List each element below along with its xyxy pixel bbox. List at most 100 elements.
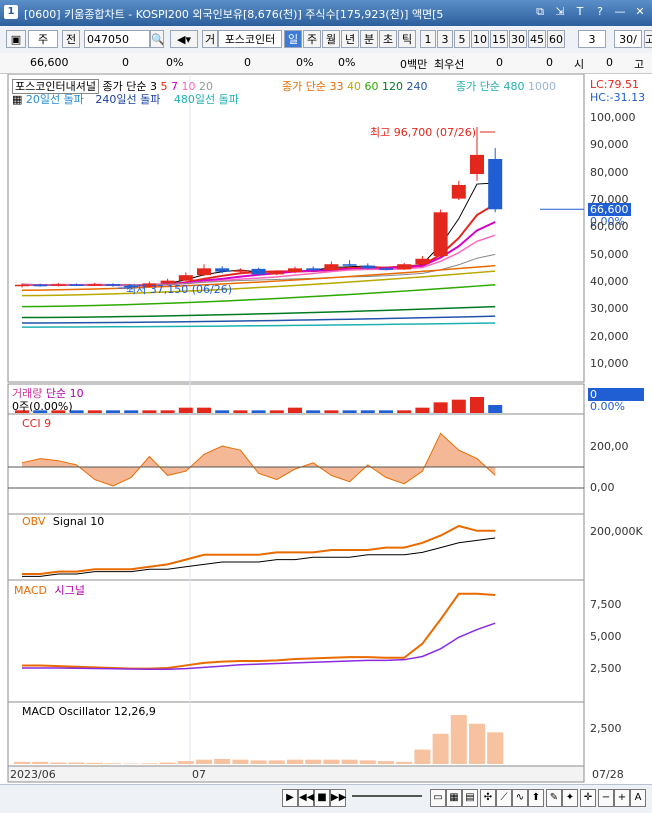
volume-bar <box>233 410 247 413</box>
minute-button[interactable]: 10 <box>471 30 489 48</box>
sound-icon[interactable]: ◀▾ <box>170 30 198 48</box>
trendline-icon[interactable]: ⟋ <box>496 789 512 807</box>
candle-body <box>361 266 375 269</box>
minute-button[interactable]: 1 <box>420 30 436 48</box>
zoom-slider[interactable] <box>352 795 422 797</box>
info-si-label: 시 <box>574 56 584 72</box>
volume-bar <box>106 410 120 413</box>
text-tool-icon[interactable]: A <box>630 789 646 807</box>
pencil-icon[interactable]: ✎ <box>546 789 562 807</box>
period-button[interactable]: 틱 <box>398 30 416 48</box>
price-legend-4[interactable]: ▦ 20일선 돌파 240일선 돌파 480일선 돌파 <box>12 91 239 107</box>
period-button[interactable]: 초 <box>379 30 397 48</box>
price-axis-tick: 50,000 <box>590 248 629 261</box>
minute-button[interactable]: 3 <box>437 30 453 48</box>
window-number: 1 <box>4 5 18 19</box>
range-input[interactable]: 30/ <box>614 30 642 48</box>
macd-tick-2500: 2,500 <box>590 662 622 675</box>
period-button[interactable]: 월 <box>322 30 340 48</box>
link-button[interactable]: 거 <box>202 30 218 48</box>
arrow-icon[interactable]: ⬆ <box>528 789 544 807</box>
pin-icon[interactable]: ⇲ <box>552 4 568 20</box>
info-price: 66,600 <box>30 56 69 69</box>
obv-tick-200k: 200,000K <box>590 525 643 538</box>
type-select[interactable]: 주 <box>28 30 58 48</box>
period-button[interactable]: 분 <box>360 30 378 48</box>
minute-button[interactable]: 5 <box>454 30 470 48</box>
period-button[interactable]: 년 <box>341 30 359 48</box>
layout-icon[interactable]: ▭ <box>430 789 446 807</box>
stop-icon[interactable]: ■ <box>314 789 330 807</box>
volume-bar <box>379 410 393 413</box>
price-axis-tick: 10,000 <box>590 357 629 370</box>
info-go-label: 고 <box>634 56 644 72</box>
oscillator-bar <box>469 724 485 764</box>
chart-area[interactable] <box>0 74 652 784</box>
candle-body <box>397 264 411 269</box>
checkbox-icon[interactable]: ▣ <box>6 30 26 48</box>
volume-current-pct: 0.00% <box>590 400 625 413</box>
legend-cross-240: 240일선 돌파 <box>95 93 160 106</box>
period-button[interactable]: 주 <box>303 30 321 48</box>
period-button[interactable]: 일 <box>284 30 302 48</box>
table-icon[interactable]: ▤ <box>462 789 478 807</box>
grid-icon[interactable]: ▦ <box>446 789 462 807</box>
oscillator-bar <box>269 760 285 764</box>
oscillator-bar <box>160 763 176 764</box>
price-legend-3[interactable]: 종가 단순 480 1000 <box>456 78 556 94</box>
minute-button[interactable]: 30 <box>509 30 527 48</box>
legend2-ma-type: 종가 단순 <box>282 80 326 93</box>
font-size-icon[interactable]: T <box>572 4 588 20</box>
price-axis-tick: 40,000 <box>590 275 629 288</box>
candle-body <box>233 270 247 272</box>
search-icon[interactable]: 🔍 <box>150 30 164 48</box>
candle-body <box>88 284 102 286</box>
time-label-start: 2023/06 <box>10 768 56 781</box>
cross-icon[interactable]: ✛ <box>580 789 596 807</box>
oscillator-bar <box>32 762 48 764</box>
candle-body <box>288 268 302 272</box>
legend-ma-60: 60 <box>364 80 378 93</box>
minimize-icon[interactable]: — <box>612 4 628 20</box>
minus-icon[interactable]: − <box>598 789 614 807</box>
candle-body <box>470 155 484 174</box>
candle-body <box>179 275 193 280</box>
code-input[interactable]: 047050 <box>84 30 150 48</box>
help-icon[interactable]: ? <box>592 4 608 20</box>
oscillator-bar <box>69 763 85 764</box>
oscillator-bar <box>287 760 303 764</box>
plus-icon[interactable]: + <box>614 789 630 807</box>
price-axis-tick: 70,000 <box>590 193 629 206</box>
high-annotation: 최고 96,700 (07/26) <box>370 124 476 140</box>
forward-icon[interactable]: ▶▶ <box>330 789 346 807</box>
minute-button[interactable]: 45 <box>528 30 546 48</box>
minute-button[interactable]: 15 <box>490 30 508 48</box>
copy-icon[interactable]: ⧉ <box>532 4 548 20</box>
close-icon[interactable]: ✕ <box>632 4 648 20</box>
candle-body <box>324 264 338 270</box>
oscillator-bar <box>433 734 449 764</box>
candle-body <box>197 268 211 275</box>
play-icon[interactable]: ▶ <box>282 789 298 807</box>
prev-button[interactable]: 전 <box>62 30 80 48</box>
volume-bar <box>161 410 175 413</box>
candle-body <box>215 268 229 271</box>
obv-title: OBV Signal 10 <box>22 515 104 528</box>
volume-bar <box>288 408 302 413</box>
osc-title: MACD Oscillator 12,26,9 <box>22 705 156 718</box>
star-icon[interactable]: ✦ <box>562 789 578 807</box>
volume-bar <box>270 410 284 413</box>
count-select[interactable]: 3 <box>578 30 606 48</box>
volume-bar <box>306 410 320 413</box>
crosshair-icon[interactable]: ✣ <box>480 789 496 807</box>
minute-button[interactable]: 60 <box>547 30 565 48</box>
wave-icon[interactable]: ∿ <box>512 789 528 807</box>
price-axis-tick: 100,000 <box>590 111 636 124</box>
legend-ma-1000: 1000 <box>528 80 556 93</box>
volume-bar <box>324 410 338 413</box>
oscillator-bar <box>305 760 321 764</box>
price-legend-2[interactable]: 종가 단순 33 40 60 120 240 <box>282 78 427 94</box>
time-label-end: 07/28 <box>592 768 624 781</box>
candle-body <box>70 284 84 286</box>
rewind-icon[interactable]: ◀◀ <box>298 789 314 807</box>
